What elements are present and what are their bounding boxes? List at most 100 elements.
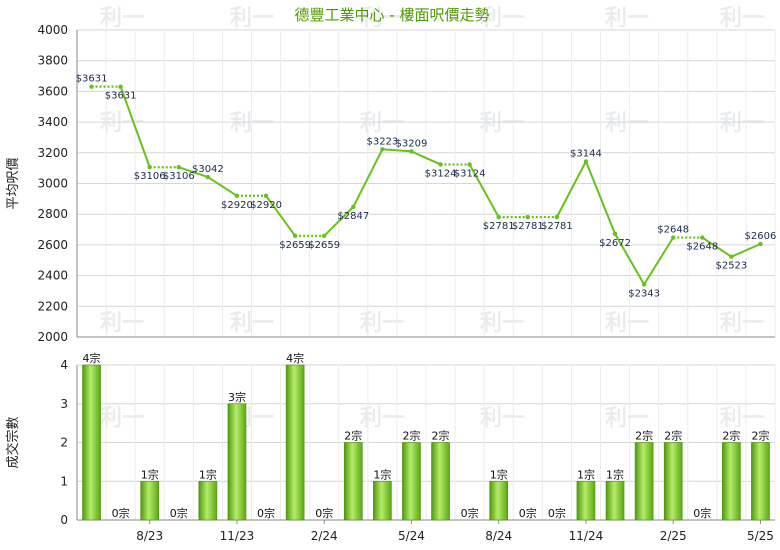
watermark: 利一	[720, 111, 764, 136]
price-point	[380, 147, 385, 152]
count-tick-label: 1	[60, 474, 68, 488]
count-data-label: 0宗	[461, 506, 479, 520]
price-data-label: $2343	[628, 288, 660, 299]
price-tick-label: 2800	[37, 207, 68, 221]
count-data-label: 0宗	[257, 506, 275, 520]
x-tick-label: 11/23	[220, 529, 255, 543]
count-data-label: 1宗	[373, 467, 391, 481]
price-data-label: $3124	[425, 168, 457, 179]
price-tick-label: 2200	[37, 299, 68, 313]
count-bar	[373, 480, 392, 521]
price-tick-label: 4000	[37, 23, 68, 37]
count-data-label: 0宗	[693, 506, 711, 520]
count-bar	[489, 480, 509, 521]
count-data-label: 2宗	[344, 429, 362, 443]
price-data-label: $3631	[76, 74, 108, 85]
count-bar	[576, 480, 596, 521]
count-data-label: 2宗	[635, 429, 653, 443]
watermark: 利一	[480, 406, 524, 431]
count-bar	[634, 442, 654, 521]
count-bar	[82, 364, 101, 521]
x-tick-label: 8/24	[485, 529, 512, 543]
price-line-segment	[730, 243, 761, 258]
price-point	[322, 233, 327, 239]
price-data-label: $2781	[512, 221, 544, 232]
price-line-segment	[643, 237, 675, 285]
price-axis-label: 平均呎價	[6, 157, 21, 209]
price-point	[641, 282, 647, 287]
count-data-label: 1宗	[199, 467, 217, 481]
price-data-label: $2659	[279, 240, 311, 251]
price-point	[409, 149, 414, 154]
price-data-label: $3209	[396, 138, 428, 149]
price-point	[351, 204, 356, 210]
count-tick-label: 4	[60, 358, 68, 372]
count-data-label: 2宗	[402, 429, 420, 443]
price-line-segment	[701, 236, 732, 258]
price-line-segment	[382, 148, 412, 153]
price-tick-label: 3600	[37, 84, 68, 98]
count-data-label: 2宗	[751, 429, 769, 443]
price-point	[89, 84, 94, 89]
price-point	[438, 162, 443, 167]
price-point	[467, 162, 472, 167]
watermark: 利一	[360, 6, 404, 31]
count-bar	[343, 442, 363, 521]
count-bar	[198, 480, 218, 521]
count-data-label: 3宗	[228, 390, 246, 404]
price-point	[525, 214, 530, 220]
price-data-label: $3042	[192, 164, 224, 175]
x-tick-label: 11/24	[569, 529, 604, 543]
count-tick-label: 3	[60, 397, 68, 411]
x-tick-label: 2/25	[660, 529, 687, 543]
price-data-label: $2847	[337, 211, 369, 222]
watermark: 利一	[230, 6, 274, 31]
price-data-label: $2648	[657, 225, 689, 236]
x-tick-label: 8/23	[136, 529, 163, 543]
watermark: 利一	[605, 111, 649, 136]
count-tick-label: 0	[60, 513, 68, 527]
watermark: 利一	[480, 311, 524, 336]
price-point	[205, 174, 211, 180]
count-data-label: 2宗	[722, 429, 740, 443]
price-line-segment	[178, 166, 209, 179]
price-point	[700, 235, 705, 240]
price-tick-label: 3800	[37, 54, 68, 68]
price-line-segment	[119, 86, 151, 168]
count-bar	[722, 442, 741, 521]
price-tick-label: 3000	[37, 177, 68, 191]
price-data-label: $3106	[163, 171, 195, 182]
count-data-label: 0宗	[170, 506, 188, 520]
price-point	[147, 165, 152, 170]
count-data-label: 1宗	[141, 467, 159, 481]
count-bar	[227, 403, 247, 521]
price-point	[118, 84, 123, 89]
price-tick-label: 2600	[37, 238, 68, 252]
x-tick-label: 2/24	[311, 529, 338, 543]
watermark: 利一	[100, 406, 144, 431]
count-data-label: 4宗	[83, 351, 101, 365]
watermark: 利一	[100, 6, 144, 31]
price-point	[554, 214, 560, 220]
price-line-segment	[614, 233, 645, 285]
price-data-label: $2523	[715, 261, 747, 272]
price-point	[263, 193, 269, 198]
count-data-label: 2宗	[432, 429, 450, 443]
chart-title: 德豐工業中心 - 樓面呎價走勢	[295, 6, 490, 24]
watermark: 利一	[100, 311, 144, 336]
price-line-segment	[323, 206, 354, 237]
price-data-label: $3631	[105, 91, 137, 102]
count-bar	[751, 442, 770, 521]
watermark: 利一	[720, 6, 764, 31]
price-data-label: $3223	[366, 136, 398, 147]
watermark: 利一	[605, 406, 649, 431]
count-data-label: 4宗	[286, 351, 304, 365]
price-line-segment	[265, 195, 296, 237]
x-tick-label: 5/25	[747, 529, 774, 543]
price-data-label: $2781	[483, 221, 515, 232]
price-data-label: $3106	[134, 171, 166, 182]
count-data-label: 1宗	[577, 467, 595, 481]
